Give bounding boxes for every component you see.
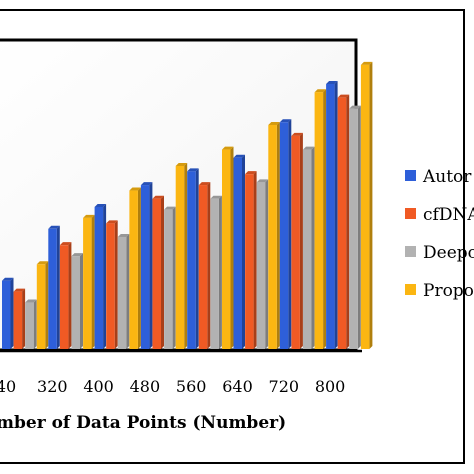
bar-deepo-800	[349, 105, 361, 349]
x-tick-label: 400	[83, 377, 114, 396]
legend-swatch-deepo	[405, 246, 416, 257]
bar-deepo-40	[25, 299, 37, 349]
x-tick-label: 640	[222, 377, 253, 396]
bar-propo-800	[360, 61, 373, 350]
x-tick-label: 800	[315, 377, 346, 396]
bar-deepo-560	[210, 195, 222, 349]
bar-deepo-400	[117, 233, 130, 349]
bar-autor-400	[94, 203, 107, 349]
legend: Autor cfDNA Deepo Propo	[405, 167, 474, 301]
legend-label-autor: Autor	[422, 167, 472, 187]
bar-deepo-640	[256, 179, 269, 349]
bar-propo-720	[314, 89, 327, 350]
bar-autor-560	[187, 168, 199, 349]
bar-cfdna-40	[13, 288, 26, 349]
bar-autor-320	[48, 225, 60, 349]
x-tick-label: 480	[130, 377, 161, 396]
legend-label-cfdna: cfDNA	[423, 205, 474, 225]
x-tick-label: 560	[176, 377, 207, 396]
bar-autor-640	[233, 154, 245, 349]
legend-label-deepo: Deepo	[423, 243, 474, 263]
bar-cfdna-640	[245, 171, 257, 349]
bar-cfdna-800	[337, 94, 350, 349]
bar-cfdna-400	[106, 220, 118, 349]
x-tick-label: 40	[0, 377, 16, 396]
legend-swatch-cfdna	[405, 208, 416, 219]
bar-autor-480	[140, 182, 153, 349]
legend-swatch-propo	[405, 284, 416, 295]
bar-autor-720	[279, 119, 292, 349]
bar-propo-560	[222, 146, 234, 349]
bar-autor-800	[326, 81, 338, 349]
bar-deepo-480	[164, 206, 176, 349]
bar-propo-320	[83, 214, 95, 349]
bar-cfdna-320	[59, 242, 72, 349]
bar-cfdna-560	[198, 182, 211, 349]
bar-cfdna-720	[291, 132, 303, 349]
x-axis-title: mber of Data Points (Number)	[0, 413, 286, 433]
bar-propo-640	[268, 121, 280, 350]
bar-propo-480	[175, 162, 188, 349]
bar-cfdna-480	[152, 195, 164, 349]
bar-propo-400	[129, 187, 141, 349]
bar-propo-40	[36, 261, 49, 349]
bar-deepo-720	[303, 146, 315, 349]
bars-group	[2, 61, 373, 350]
bar-autor-40	[2, 277, 14, 349]
x-tick-label: 720	[269, 377, 300, 396]
x-tick-label: 320	[37, 377, 68, 396]
legend-label-propo: Propo	[423, 281, 474, 301]
bar-deepo-320	[71, 253, 83, 349]
legend-swatch-autor	[405, 170, 416, 181]
x-tick-labels: 40 320 400 480 560 640 720 800	[0, 377, 345, 396]
